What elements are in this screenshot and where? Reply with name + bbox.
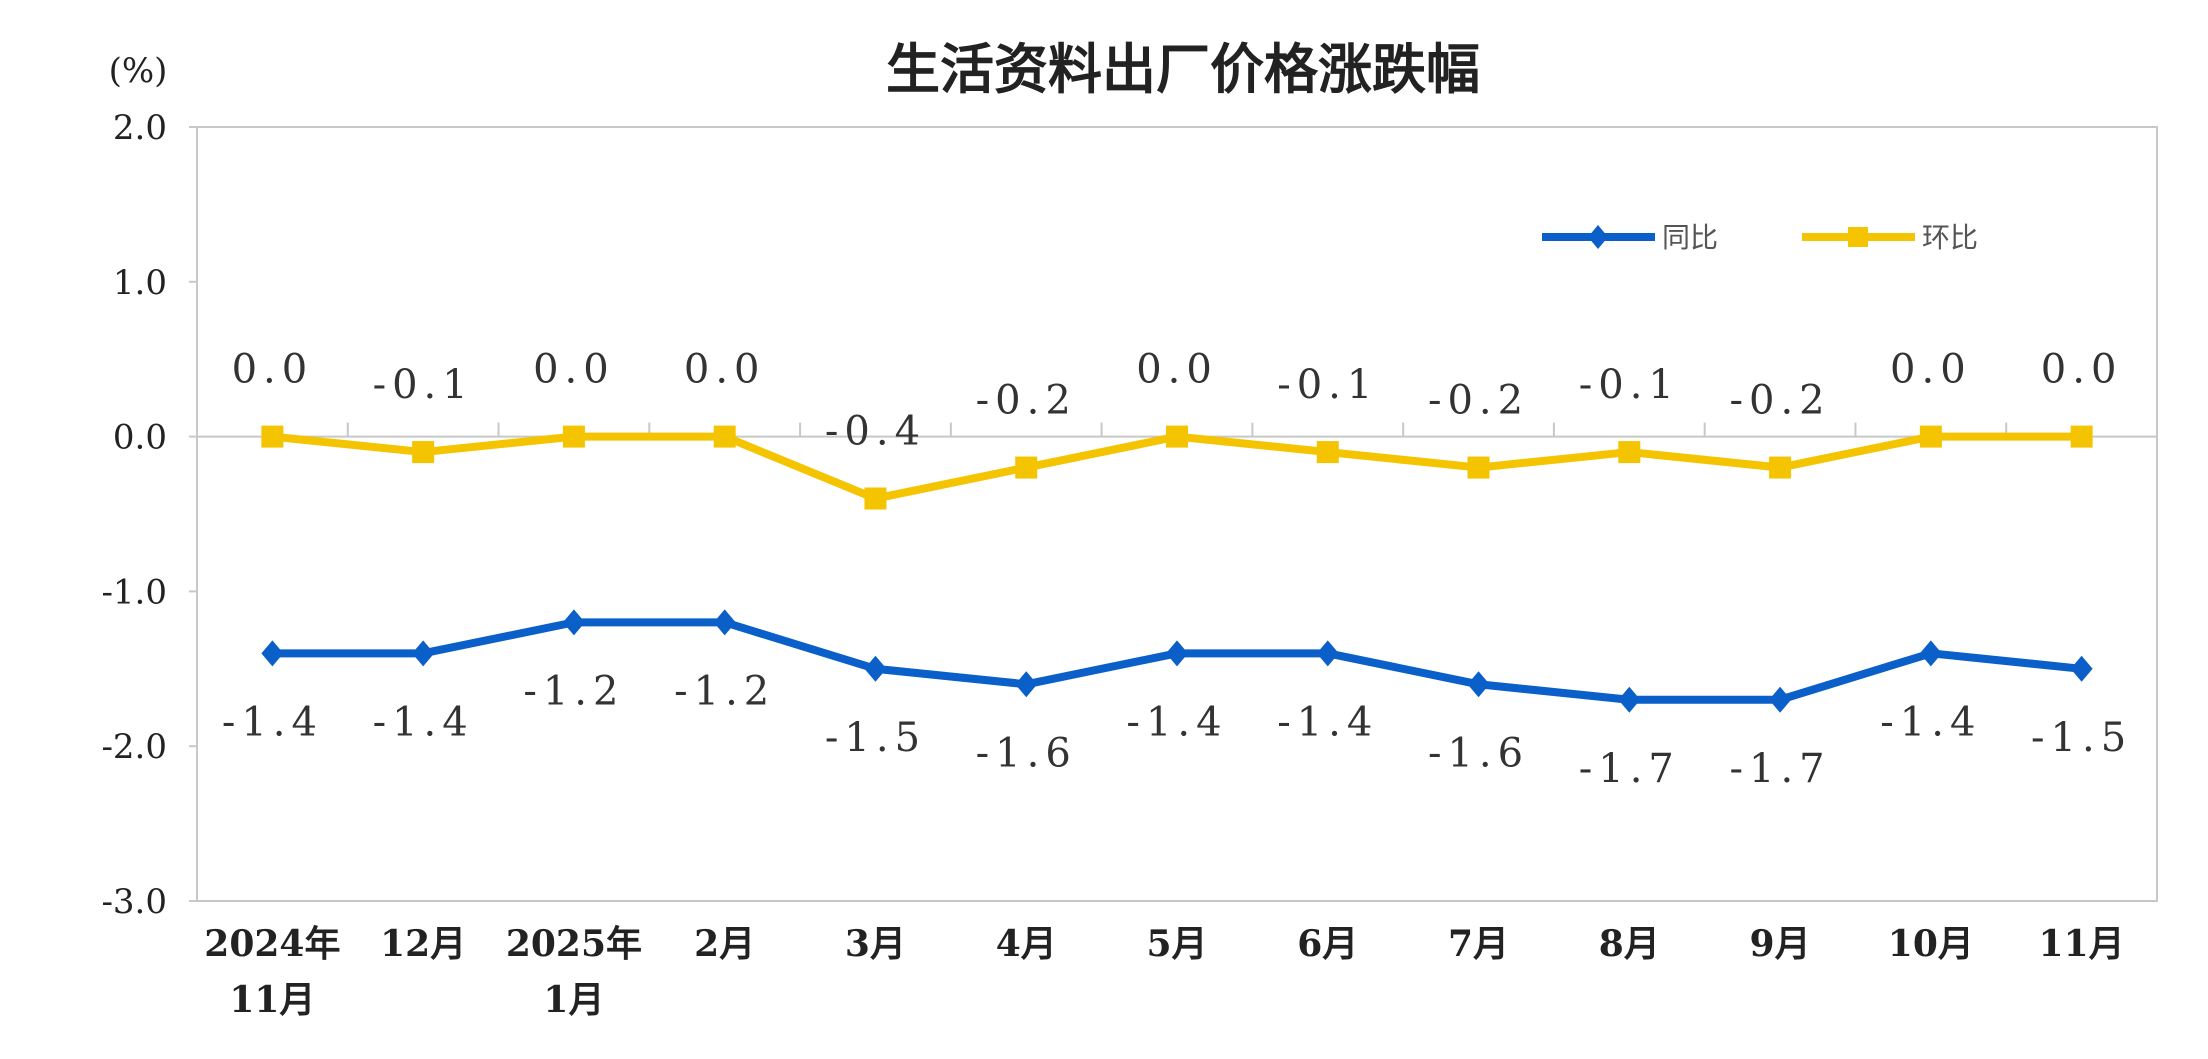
data-label: -1.6 [976, 730, 1077, 776]
data-point [1015, 456, 1038, 479]
data-point [1919, 640, 1942, 667]
data-point [1467, 456, 1490, 479]
data-label: -1.4 [1277, 699, 1378, 745]
data-label: -0.2 [1428, 378, 1529, 424]
y-tick-label: -2.0 [101, 727, 167, 767]
x-tick-label: 10月 [1888, 923, 1974, 965]
data-point [1316, 640, 1339, 667]
data-point [1618, 686, 1641, 713]
data-label: 0.0 [1890, 347, 1972, 393]
data-point [2070, 655, 2093, 682]
y-tick-label: 2.0 [113, 108, 167, 148]
plot-area [196, 126, 2158, 902]
legend-marker [1848, 227, 1868, 247]
data-label: -0.1 [1579, 362, 1680, 408]
legend-label: 同比 [1662, 221, 1718, 254]
legend-marker [1588, 225, 1608, 249]
data-label: -0.2 [976, 378, 1077, 424]
data-label: 0.0 [533, 347, 615, 393]
data-label: -1.7 [1579, 746, 1680, 792]
x-tick-label: 1月 [543, 979, 604, 1021]
data-label: -1.6 [1428, 730, 1529, 776]
data-point [713, 425, 736, 448]
x-tick-label: 12月 [380, 923, 466, 965]
data-label: -1.4 [1126, 699, 1227, 745]
y-tick-label: -3.0 [101, 882, 167, 922]
x-tick-label: 6月 [1297, 923, 1358, 965]
data-label: -1.4 [222, 699, 323, 745]
data-label: -0.1 [1277, 362, 1378, 408]
x-tick-label: 2025年 [506, 923, 642, 965]
x-tick-label: 7月 [1448, 923, 1509, 965]
x-tick-label: 11月 [2039, 923, 2125, 965]
legend: 同比 环比 [1542, 221, 1978, 254]
x-tick-label: 9月 [1750, 923, 1811, 965]
x-tick-label: 11月 [229, 979, 315, 1021]
data-label: 0.0 [684, 347, 766, 393]
data-point [2070, 425, 2093, 448]
x-tick-label: 4月 [996, 923, 1057, 965]
data-point [1467, 671, 1490, 698]
data-point [562, 609, 585, 636]
x-tick-label: 2024年 [204, 923, 340, 965]
data-point [1769, 456, 1792, 479]
x-tick-label: 2月 [694, 923, 755, 965]
data-point [1769, 686, 1792, 713]
data-point [1316, 441, 1339, 464]
data-point [412, 640, 435, 667]
data-label: -1.2 [523, 668, 624, 714]
chart-title: 生活资料出厂价格涨跌幅 [886, 38, 1480, 101]
data-point [1618, 441, 1641, 464]
data-label: 0.0 [2041, 347, 2123, 393]
data-point [864, 487, 887, 510]
data-label: -0.1 [373, 362, 474, 408]
x-tick-label: 3月 [845, 923, 906, 965]
y-tick-label: 1.0 [113, 263, 167, 303]
data-point [1015, 671, 1038, 698]
data-point [1919, 425, 1942, 448]
data-label: -1.4 [373, 699, 474, 745]
data-label: 0.0 [232, 347, 314, 393]
data-label: -1.4 [1880, 699, 1981, 745]
data-label: 0.0 [1136, 347, 1218, 393]
y-tick-label: -1.0 [101, 572, 167, 612]
data-label: -1.7 [1730, 746, 1831, 792]
x-tick-label: 8月 [1599, 923, 1660, 965]
data-point [261, 640, 284, 667]
legend-label: 环比 [1922, 221, 1978, 254]
data-point [1166, 425, 1188, 448]
data-point [562, 425, 585, 448]
x-tick-label: 5月 [1146, 923, 1207, 965]
y-tick-label: 0.0 [113, 418, 167, 458]
data-point [713, 609, 736, 636]
data-label: -1.5 [825, 715, 926, 761]
y-axis-unit: (%) [109, 51, 168, 91]
data-label: -0.2 [1730, 378, 1831, 424]
data-point [1166, 640, 1188, 667]
data-label: -1.2 [674, 668, 775, 714]
data-point [412, 441, 435, 464]
data-point [864, 655, 887, 682]
data-point [261, 425, 284, 448]
data-label: -1.5 [2031, 715, 2132, 761]
data-label: -0.4 [825, 409, 926, 455]
